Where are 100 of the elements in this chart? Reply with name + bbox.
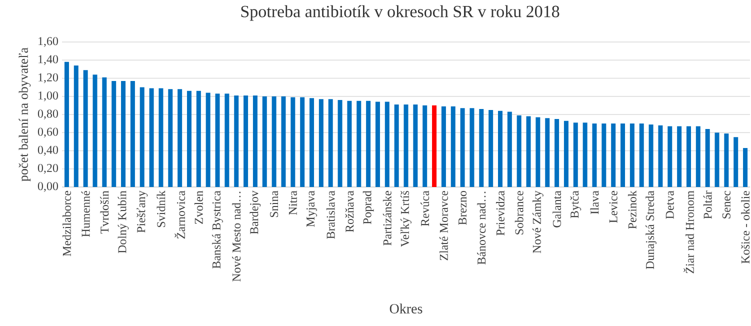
bar	[705, 128, 710, 187]
x-tick-label: Revúca	[420, 190, 430, 226]
x-tick-label: Žiar nad Hronom	[684, 190, 694, 274]
bar	[140, 87, 144, 187]
x-tick-label: Snina	[270, 190, 278, 218]
x-tick-label: Poprad	[362, 190, 374, 224]
x-tick-label: Prievidza	[496, 190, 504, 236]
bar	[130, 80, 135, 187]
bar	[526, 116, 531, 187]
y-tick-label: 1,00	[38, 91, 58, 102]
x-tick-label: Piešťany	[136, 190, 148, 233]
x-tick-label: Bánovce nad…	[477, 192, 486, 264]
bar	[422, 105, 428, 187]
bar	[545, 118, 550, 187]
bar	[206, 92, 210, 187]
x-tick-label: Nitra	[288, 190, 297, 215]
bar	[413, 104, 418, 187]
bar	[714, 132, 720, 187]
bar	[74, 66, 78, 187]
x-tick-label: Ilava	[590, 190, 599, 214]
bar	[441, 106, 446, 187]
bar	[366, 100, 371, 187]
bar	[290, 97, 296, 187]
x-tick-label: Humenné	[81, 190, 90, 237]
x-tick-label: Sobrance	[514, 190, 524, 234]
x-tick-label: Brezno	[458, 190, 467, 225]
y-axis-title: počet balení na obyvateľa	[18, 48, 31, 182]
x-tick-label: Svidník	[156, 190, 166, 228]
bar	[734, 137, 738, 187]
bar	[252, 95, 258, 187]
y-tick-label: 1,20	[38, 73, 58, 84]
bar	[310, 98, 314, 187]
bar	[611, 124, 616, 187]
bar	[554, 119, 560, 187]
bar	[64, 62, 69, 187]
x-tick-label: Tvrdošín	[100, 190, 109, 234]
x-tick-label: Banská Bystrica	[212, 190, 223, 268]
bar	[112, 80, 116, 187]
bar	[149, 88, 154, 187]
bar	[178, 89, 182, 187]
bar	[460, 108, 465, 187]
bar	[620, 124, 626, 187]
bar	[602, 124, 606, 187]
y-tick-label: 0,60	[38, 128, 58, 138]
bar	[186, 90, 192, 187]
x-tick-label: Nové Mesto nad…	[232, 192, 241, 282]
bar	[224, 94, 230, 187]
bar	[639, 124, 644, 187]
x-tick-label: Pezinok	[628, 190, 636, 229]
bar	[244, 95, 248, 187]
x-tick-label: Bratislava	[326, 190, 335, 239]
bar	[564, 120, 568, 187]
bar	[630, 124, 634, 187]
chart-title: Spotreba antibiotík v okresoch SR v roku 2018	[241, 5, 560, 21]
bar	[356, 100, 362, 187]
x-tick-label: Zvolen	[194, 190, 203, 224]
x-tick-label: Veľký Krtíš	[400, 190, 412, 247]
y-tick-label: 1,40	[38, 55, 58, 66]
bar	[328, 99, 333, 187]
x-tick-label: Galanta	[552, 190, 562, 228]
bar	[234, 95, 239, 187]
y-tick-label: 1,60	[38, 37, 58, 47]
bar	[582, 122, 588, 187]
bar	[724, 134, 729, 187]
bar	[677, 126, 682, 187]
bar	[196, 90, 201, 187]
bar	[498, 110, 502, 187]
x-tick-label: Zlaté Moravce	[439, 190, 448, 260]
x-tick-label: Myjava	[306, 190, 318, 227]
bar	[83, 70, 88, 187]
bar	[479, 109, 484, 187]
bar	[338, 100, 342, 187]
bar	[281, 96, 286, 187]
bar	[507, 112, 512, 187]
x-tick-label: Levice	[609, 190, 618, 223]
bar	[375, 102, 380, 187]
y-tick-label: 0,00	[38, 182, 58, 192]
bar	[658, 125, 663, 187]
bar	[450, 106, 456, 187]
bar	[272, 96, 276, 187]
x-tick-label: Poltár	[703, 190, 712, 219]
x-tick-label: Detva	[666, 190, 674, 219]
bar	[102, 77, 107, 187]
bar	[404, 104, 408, 187]
bar	[384, 102, 390, 187]
bar	[470, 108, 474, 187]
x-axis-title: Okres	[390, 304, 422, 314]
bar	[168, 89, 173, 187]
bar	[158, 88, 164, 187]
bar	[516, 115, 522, 187]
bar	[573, 122, 578, 187]
bar	[668, 126, 672, 187]
bar	[215, 94, 220, 187]
x-tick-label: Žarnovica	[174, 190, 186, 239]
x-tick-label: Dolný Kubín	[118, 190, 129, 254]
bar	[92, 74, 98, 187]
bar	[536, 117, 540, 187]
x-tick-label: Bardejov	[250, 190, 261, 234]
bar	[300, 97, 305, 187]
x-tick-label: Rožňava	[345, 190, 354, 232]
